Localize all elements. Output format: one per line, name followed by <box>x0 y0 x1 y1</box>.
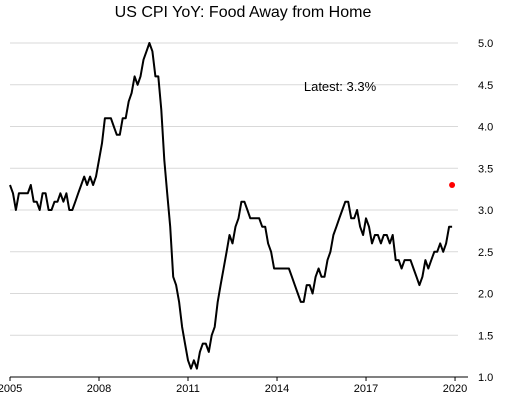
latest-value-annotation: Latest: 3.3% <box>304 79 377 94</box>
y-tick-label: 3.0 <box>478 205 493 217</box>
x-tick-label: 2020 <box>443 383 467 395</box>
y-tick-label: 2.5 <box>478 247 493 259</box>
series-line <box>9 42 453 370</box>
gridlines <box>10 42 458 336</box>
y-tick-label: 4.0 <box>478 122 493 134</box>
y-tick-label: 1.0 <box>478 372 493 384</box>
y-tick-label: 3.5 <box>478 163 493 175</box>
chart-title: US CPI YoY: Food Away from Home <box>115 4 372 21</box>
x-axis-ticks: 2005 2008 2011 2014 2017 2020 <box>0 377 467 395</box>
x-tick-label: 2011 <box>176 383 200 395</box>
y-axis-ticks: 1.0 1.5 2.0 2.5 3.0 3.5 4.0 4.5 5.0 <box>478 38 493 384</box>
y-tick-label: 4.5 <box>478 80 493 92</box>
latest-point-marker <box>449 181 456 188</box>
y-tick-label: 2.0 <box>478 289 493 301</box>
x-tick-label: 2005 <box>0 383 22 395</box>
y-tick-label: 1.5 <box>478 330 493 342</box>
x-tick-label: 2014 <box>265 383 289 395</box>
series-layer <box>9 42 456 370</box>
x-tick-label: 2008 <box>87 383 111 395</box>
y-tick-label: 5.0 <box>478 38 493 50</box>
x-tick-label: 2017 <box>354 383 378 395</box>
